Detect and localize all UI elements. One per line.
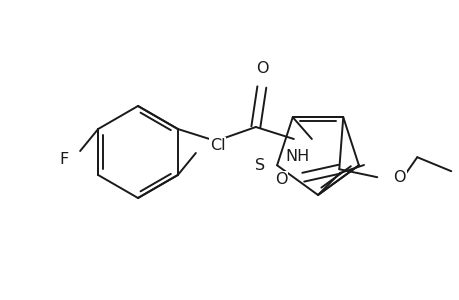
Text: O: O bbox=[256, 61, 269, 76]
Text: S: S bbox=[254, 158, 264, 173]
Text: O: O bbox=[274, 172, 287, 187]
Text: Cl: Cl bbox=[209, 137, 225, 152]
Text: O: O bbox=[392, 170, 405, 185]
Text: NH: NH bbox=[285, 149, 309, 164]
Text: F: F bbox=[59, 152, 68, 166]
